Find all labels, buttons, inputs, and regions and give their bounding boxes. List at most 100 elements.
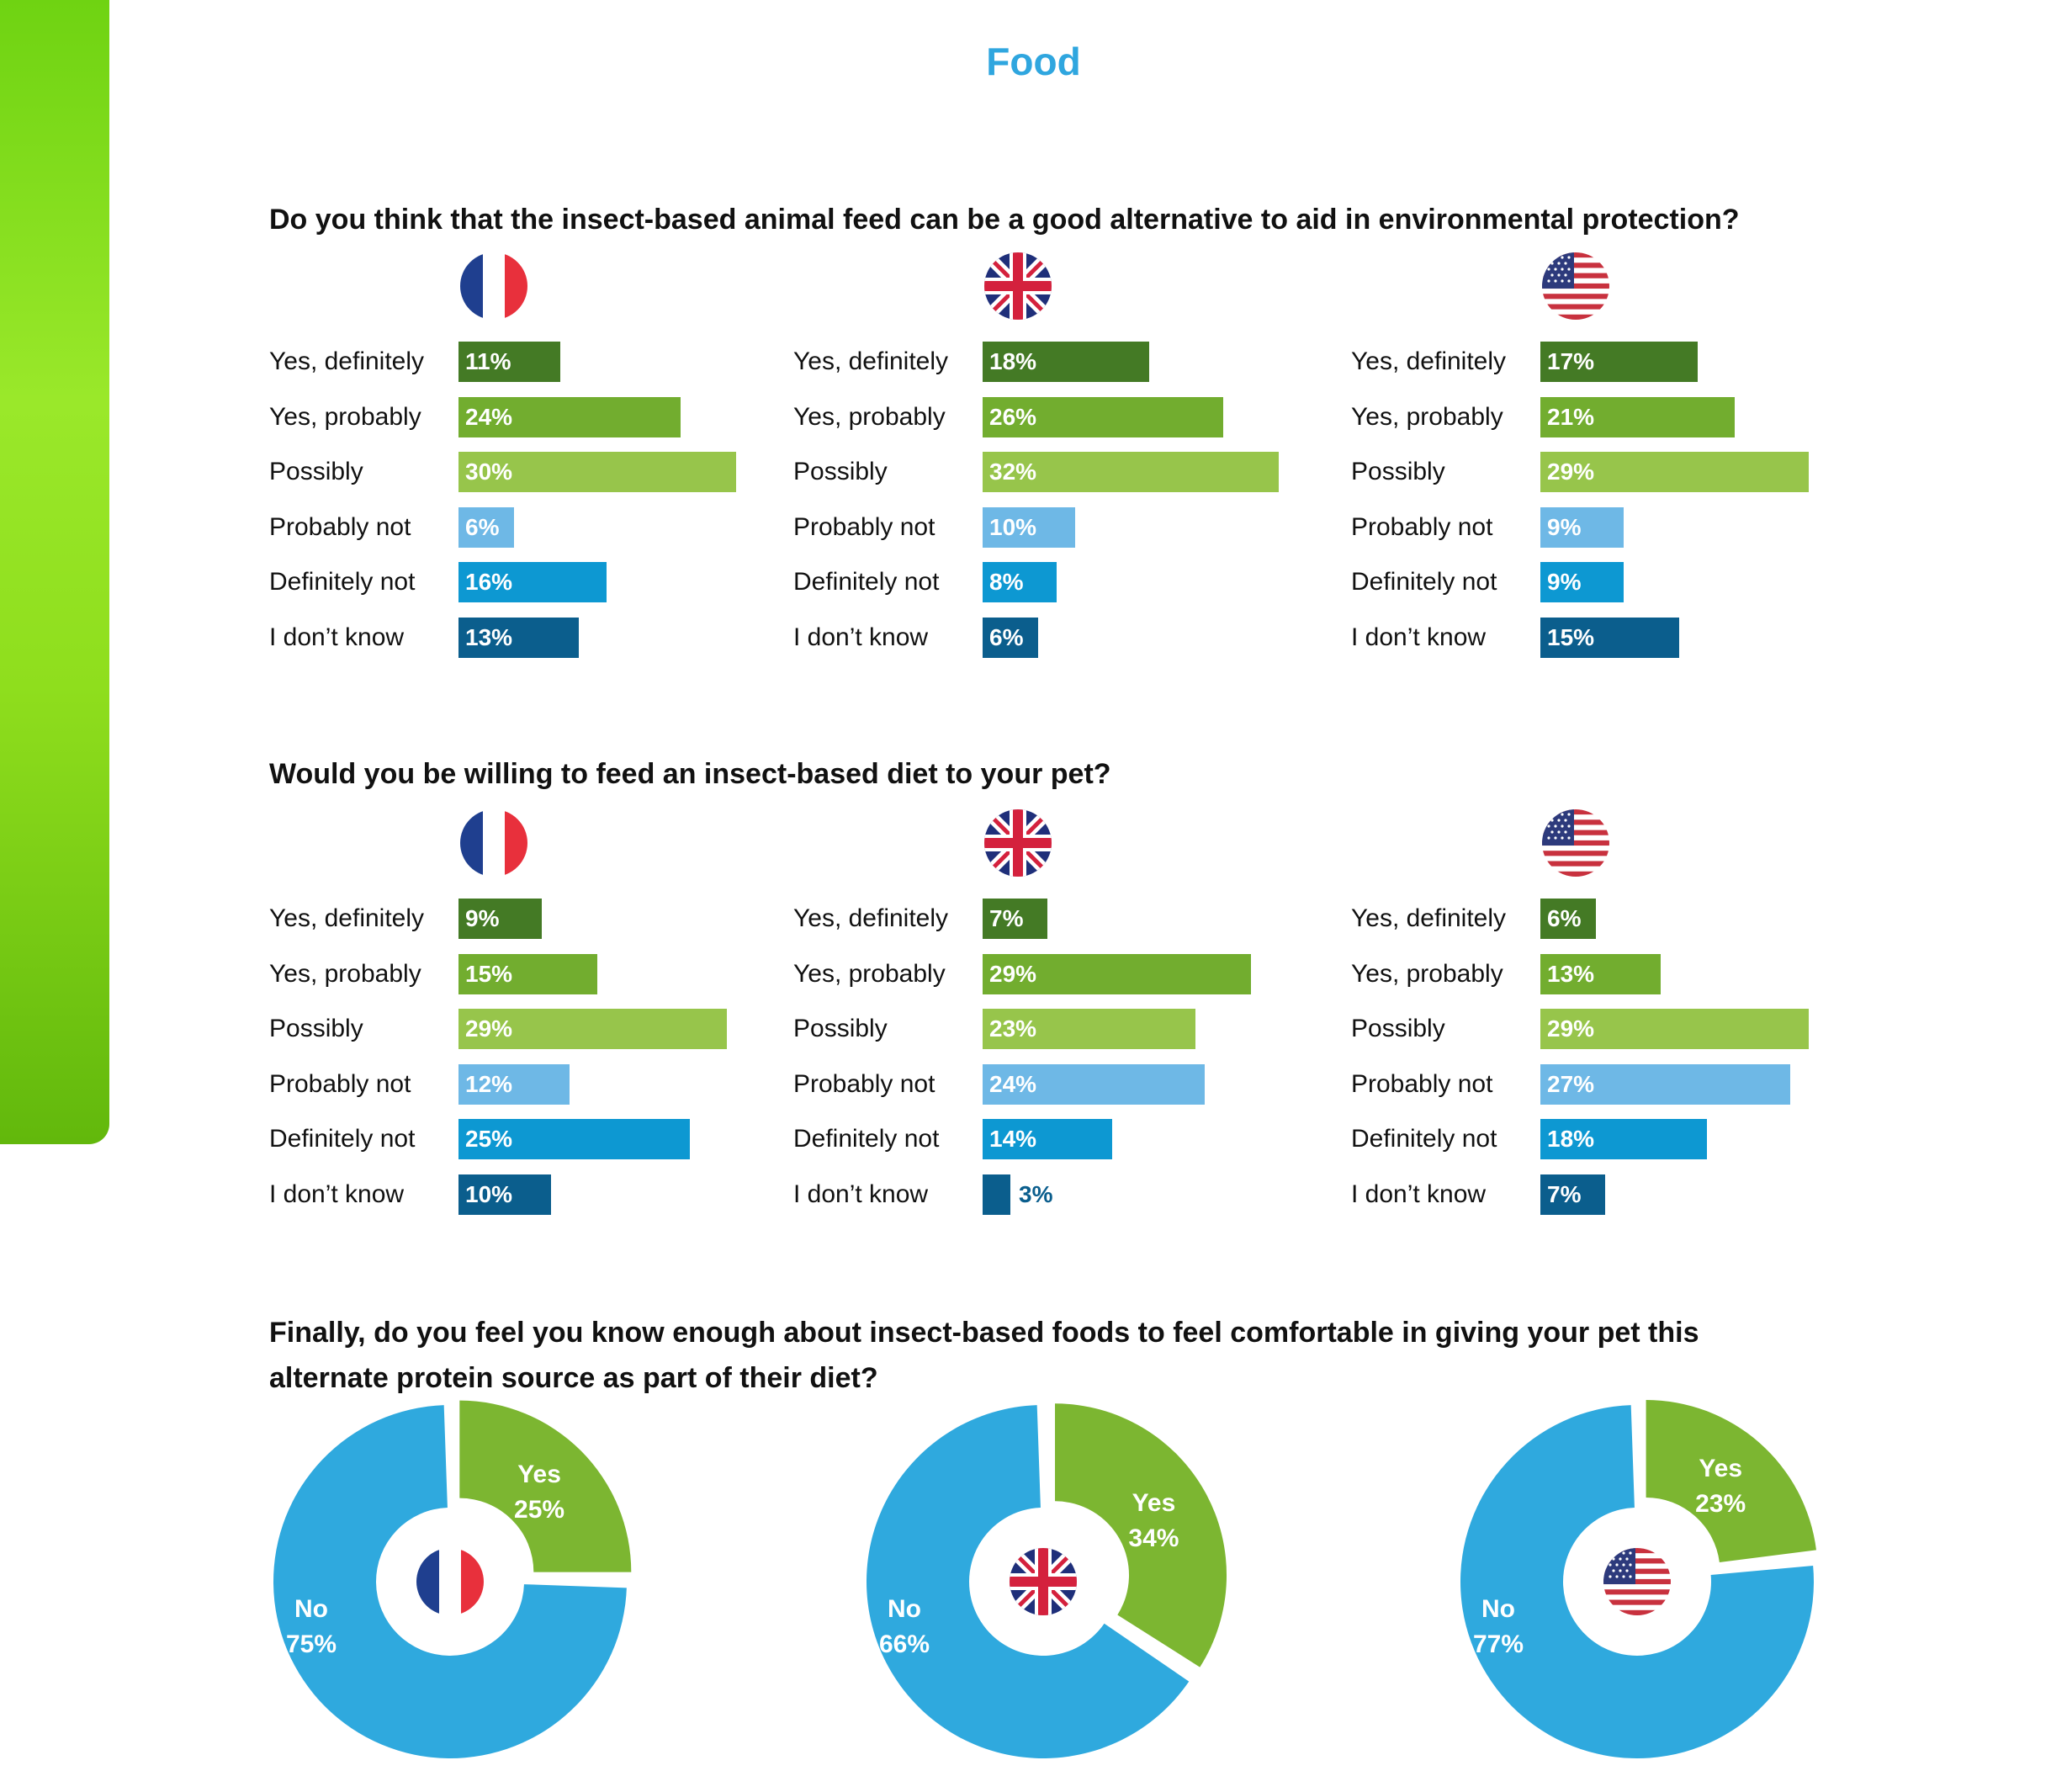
q1-panel-uk: Yes, definitely 18% Yes, probably 26% Possib… [793,252,1332,665]
bar-value-label: 11% [465,348,511,374]
bar-value-label: 13% [1547,960,1595,987]
bar-row-probably-not: Probably not 9% [1351,506,1889,549]
bar-value-label: 10% [465,1180,513,1207]
q2-panel-us: Yes, definitely 6% Yes, probably 13% Possibl… [1351,809,1889,1222]
bar-yes-definitely [458,899,542,939]
bar-row-possibly: Possibly 32% [793,450,1332,494]
bar-value-label: 24% [989,1070,1037,1097]
bar-value-label: 30% [465,459,513,485]
france-flag-icon [460,252,527,320]
bar-row-definitely-not: Definitely not 25% [269,1117,808,1161]
donut-label-yes-value: 34% [1128,1524,1179,1552]
bar-value-label: 15% [465,960,513,987]
donut-slice-no [273,1405,627,1758]
france-flag-icon [460,809,527,877]
category-label: I don’t know [1351,1180,1487,1208]
donut-label-no: No 75% [273,1592,349,1662]
donut-label-yes: Yes 25% [506,1457,573,1528]
bar-value-label: 6% [465,513,500,540]
bar-yes-probably [983,396,1223,437]
category-label: Yes, probably [793,959,946,988]
category-label: Possibly [793,458,888,485]
bar-row-dont-know: I don’t know 7% [1351,1173,1889,1217]
category-label: Possibly [1351,1015,1445,1042]
question-1: Do you think that the insect-based anima… [269,204,1740,236]
donut-slice-yes [1646,1399,1816,1562]
bar-value-label: 8% [989,569,1024,595]
category-label: Probably not [269,512,411,541]
donut-label-no: No 66% [867,1592,942,1662]
bar-value-label: 18% [1547,1126,1595,1152]
bar-value-label: 29% [465,1015,513,1042]
bar-value-label: 32% [989,459,1037,485]
bar-row-possibly: Possibly 23% [793,1007,1332,1051]
bar-row-yes-definitely: Yes, definitely 11% [269,340,808,384]
bar-possibly [1540,452,1809,492]
bar-probably-not [458,506,514,548]
bar-value-label: 29% [989,960,1037,987]
bar-yes-definitely [983,342,1149,382]
question-2: Would you be willing to feed an insect-b… [269,758,1111,790]
category-label: Yes, definitely [269,904,425,932]
category-label: Yes, definitely [793,904,949,932]
bar-yes-probably [458,953,597,994]
donut-slice-yes [459,1400,632,1572]
category-label: I don’t know [793,623,929,651]
bar-definitely-not [983,562,1057,602]
bar-value-label: 15% [1547,623,1595,650]
uk-flag-icon [984,252,1052,320]
bar-row-definitely-not: Definitely not 14% [793,1117,1332,1161]
bar-value-label: 7% [1547,1180,1582,1207]
bar-value-label: 6% [1547,905,1582,931]
page-title: Food [986,40,1081,83]
donut-slice-yes [1055,1403,1227,1667]
donut-label-no-value: 75% [285,1630,337,1658]
bar-yes-probably [458,396,681,437]
donut-label-yes-value: 25% [514,1495,565,1524]
bar-row-definitely-not: Definitely not 18% [1351,1117,1889,1161]
bar-row-dont-know: I don’t know 3% [793,1173,1332,1217]
category-label: Yes, definitely [793,347,949,375]
bar-row-dont-know: I don’t know 10% [269,1173,808,1217]
bar-value-label: 9% [465,905,500,931]
bar-row-possibly: Possibly 30% [269,450,808,494]
bar-row-possibly: Possibly 29% [1351,450,1889,494]
bar-definitely-not [458,562,607,602]
bar-possibly [983,452,1279,492]
bar-row-possibly: Possibly 29% [1351,1007,1889,1051]
category-label: Yes, definitely [1351,904,1507,932]
bar-possibly [458,452,736,492]
donut-label-no-value: 77% [1472,1630,1524,1658]
category-label: Definitely not [1351,1125,1497,1153]
bar-yes-definitely [1540,342,1698,382]
category-label: Probably not [793,512,935,541]
bar-definitely-not [458,1119,690,1159]
category-label: Yes, definitely [269,347,425,375]
bar-row-probably-not: Probably not 6% [269,506,808,549]
bar-value-label: 3% [1019,1180,1053,1207]
bar-row-definitely-not: Definitely not 16% [269,560,808,604]
bar-row-yes-definitely: Yes, definitely 9% [269,897,808,941]
donut-slice-no [867,1405,1190,1758]
bar-definitely-not [983,1119,1112,1159]
bar-dont-know [983,1174,1010,1215]
bar-value-label: 9% [1547,569,1582,595]
donut-label-no-name: No [1481,1595,1515,1623]
bar-yes-definitely [458,342,560,382]
bar-row-yes-probably: Yes, probably 15% [269,952,808,996]
category-label: Yes, probably [1351,402,1503,431]
donut-label-no-name: No [888,1595,921,1623]
bar-yes-probably [1540,953,1661,994]
bar-row-probably-not: Probably not 10% [793,506,1332,549]
bar-value-label: 14% [989,1126,1037,1152]
bar-value-label: 23% [989,1015,1037,1042]
bar-row-yes-definitely: Yes, definitely 6% [1351,897,1889,941]
bar-row-yes-probably: Yes, probably 26% [793,395,1332,439]
q2-panel-france: Yes, definitely 9% Yes, probably 15% Possibl… [269,809,808,1222]
category-label: Probably not [793,1069,935,1098]
decorative-green-strip [0,0,109,1144]
donut-label-yes: Yes 23% [1687,1451,1754,1522]
bar-row-definitely-not: Definitely not 9% [1351,560,1889,604]
bar-probably-not [1540,1063,1790,1105]
bar-value-label: 12% [465,1070,513,1097]
